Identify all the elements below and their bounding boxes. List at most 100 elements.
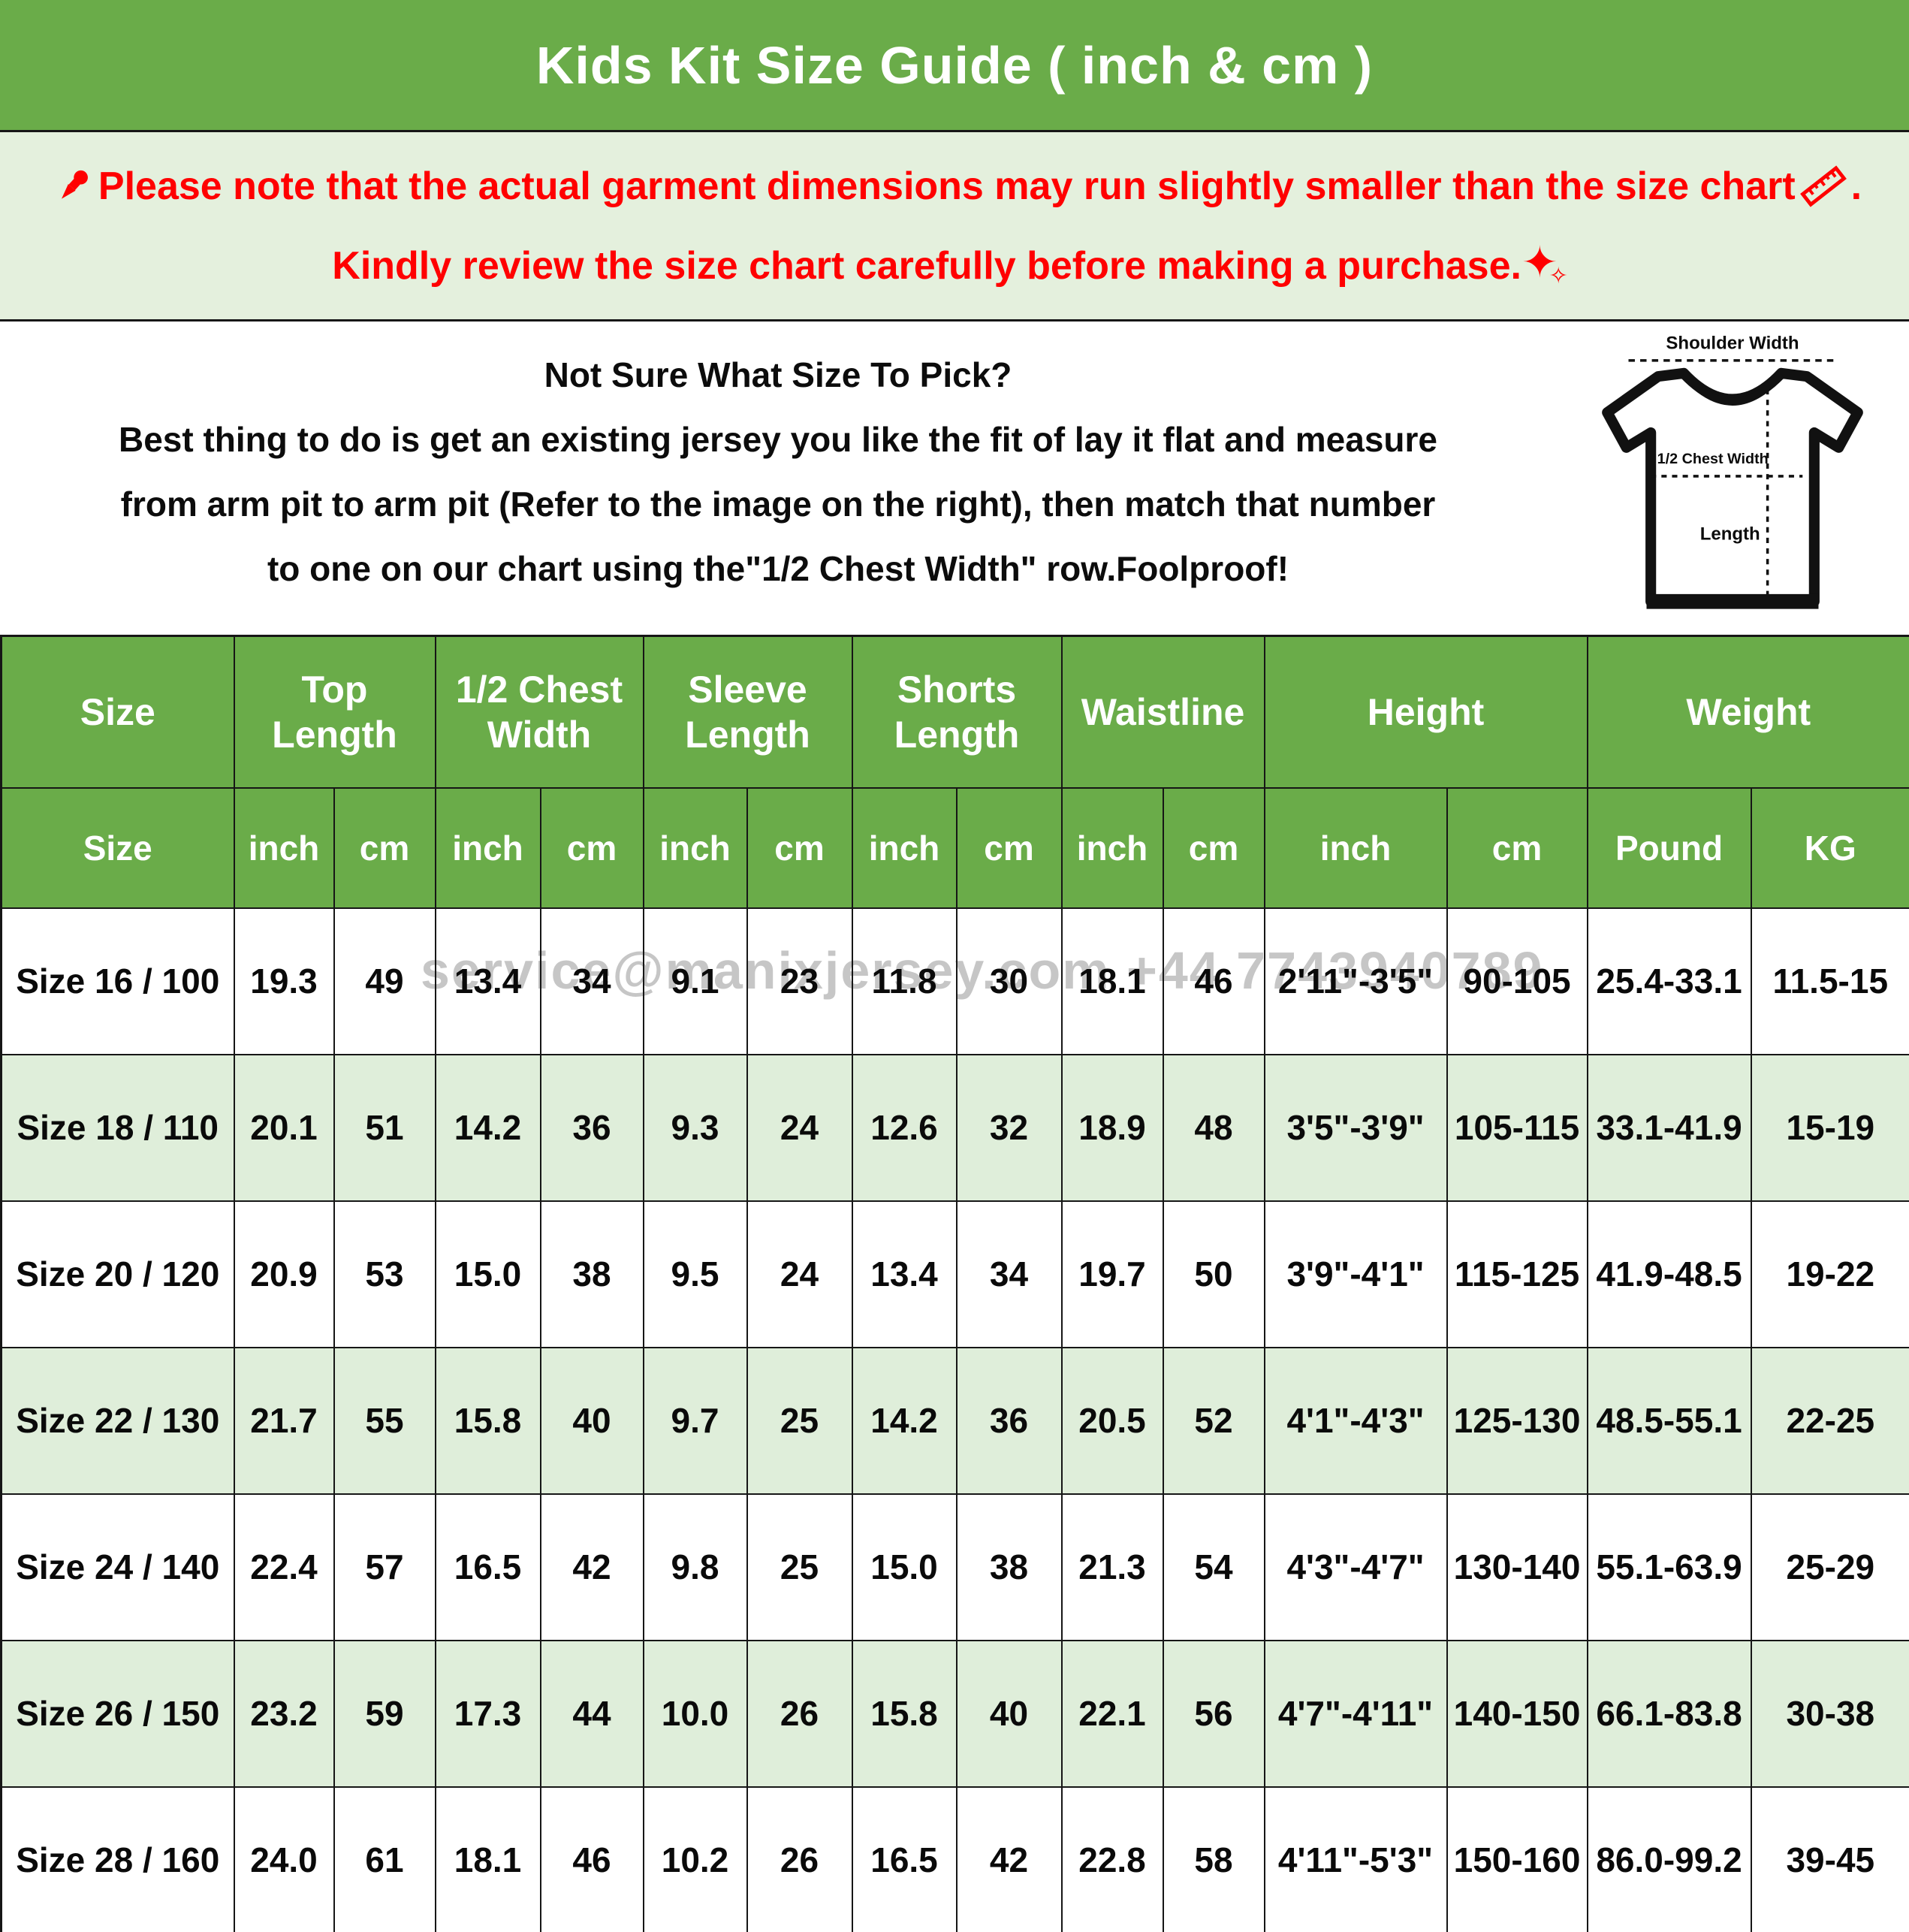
value-cell: 25.4-33.1 — [1586, 907, 1752, 1055]
notice-banner: Please note that the actual garment dime… — [0, 132, 1909, 321]
column-group-size: Size — [0, 635, 235, 789]
value-cell: 38 — [955, 1493, 1063, 1641]
value-cell: 15.8 — [851, 1639, 958, 1788]
value-cell: 150-160 — [1446, 1786, 1588, 1932]
value-cell: 26 — [746, 1639, 853, 1788]
column-group-height: Height — [1263, 635, 1588, 789]
value-cell: 140-150 — [1446, 1639, 1588, 1788]
size-chart-body: Size 16 / 100 19.3 49 13.4 34 9.1 23 11.8 30 18.1… — [0, 907, 1909, 1932]
unit-header-size: Size — [0, 786, 235, 909]
value-cell: 44 — [539, 1639, 644, 1788]
value-cell: 57 — [333, 1493, 436, 1641]
notice-text-1: Please note that the actual garment dime… — [98, 164, 1796, 208]
size-cell: Size 24 / 140 — [0, 1493, 235, 1641]
value-cell: 3'5"-3'9" — [1263, 1053, 1448, 1202]
value-cell: 20.1 — [233, 1053, 335, 1202]
unit-header-kg: KG — [1750, 786, 1909, 909]
value-cell: 105-115 — [1446, 1053, 1588, 1202]
value-cell: 9.3 — [642, 1053, 748, 1202]
value-cell: 59 — [333, 1639, 436, 1788]
value-cell: 9.5 — [642, 1200, 748, 1348]
value-cell: 4'7"-4'11" — [1263, 1639, 1448, 1788]
notice-line-2: Kindly review the size chart carefully b… — [332, 228, 1576, 303]
value-cell: 22.8 — [1060, 1786, 1164, 1932]
unit-header-inch: inch — [851, 786, 958, 909]
value-cell: 125-130 — [1446, 1346, 1588, 1495]
sparkles-icon: ✦ — [1521, 237, 1558, 287]
column-group-weight: Weight — [1586, 635, 1909, 789]
value-cell: 22-25 — [1750, 1346, 1909, 1495]
value-cell: 56 — [1162, 1639, 1265, 1788]
value-cell: 13.4 — [851, 1200, 958, 1348]
value-cell: 12.6 — [851, 1053, 958, 1202]
value-cell: 58 — [1162, 1786, 1265, 1932]
value-cell: 53 — [333, 1200, 436, 1348]
help-line-2: Best thing to do is get an existing jers… — [118, 420, 1438, 459]
value-cell: 23.2 — [233, 1639, 335, 1788]
sizing-help-section: Not Sure What Size To Pick? Best thing t… — [0, 321, 1909, 635]
sparkles-small-icon: ✧ — [1549, 263, 1568, 288]
value-cell: 24 — [746, 1200, 853, 1348]
value-cell: 48 — [1162, 1053, 1265, 1202]
value-cell: 30 — [955, 907, 1063, 1055]
value-cell: 42 — [955, 1786, 1063, 1932]
value-cell: 51 — [333, 1053, 436, 1202]
value-cell: 15.8 — [434, 1346, 541, 1495]
half-chest-width-label: 1/2 Chest Width — [1657, 451, 1769, 467]
unit-header-inch: inch — [1060, 786, 1164, 909]
size-cell: Size 18 / 110 — [0, 1053, 235, 1202]
column-group-waistline: Waistline — [1060, 635, 1265, 789]
value-cell: 25 — [746, 1493, 853, 1641]
ruler-icon — [1799, 163, 1847, 210]
value-cell: 16.5 — [434, 1493, 541, 1641]
value-cell: 19-22 — [1750, 1200, 1909, 1348]
unit-header-cm: cm — [539, 786, 644, 909]
table-row: Size 18 / 110 20.1 51 14.2 36 9.3 24 12.6 32 18.9… — [0, 1053, 1909, 1202]
value-cell: 20.5 — [1060, 1346, 1164, 1495]
unit-header-row: Size inch cm inch cm inch cm inch cm inch cm inch cm… — [0, 786, 1909, 909]
value-cell: 61 — [333, 1786, 436, 1932]
value-cell: 90-105 — [1446, 907, 1588, 1055]
value-cell: 48.5-55.1 — [1586, 1346, 1752, 1495]
value-cell: 33.1-41.9 — [1586, 1053, 1752, 1202]
help-line-3: from arm pit to arm pit (Refer to the im… — [120, 485, 1436, 524]
value-cell: 23 — [746, 907, 853, 1055]
column-group-row: Size Top Length 1/2 Chest Width Sleeve Leng… — [0, 635, 1909, 789]
value-cell: 22.4 — [233, 1493, 335, 1641]
value-cell: 40 — [955, 1639, 1063, 1788]
size-chart-table: Size Top Length 1/2 Chest Width Sleeve Leng… — [0, 635, 1909, 1932]
value-cell: 18.9 — [1060, 1053, 1164, 1202]
column-group-1-2-chest-width: 1/2 Chest Width — [434, 635, 644, 789]
value-cell: 24 — [746, 1053, 853, 1202]
value-cell: 50 — [1162, 1200, 1265, 1348]
tshirt-measurement-diagram: Shoulder Width 1/2 Chest Width Length — [1556, 321, 1909, 635]
sizing-help-text: Not Sure What Size To Pick? Best thing t… — [0, 321, 1556, 635]
value-cell: 52 — [1162, 1346, 1265, 1495]
table-row: Size 16 / 100 19.3 49 13.4 34 9.1 23 11.8 30 18.1… — [0, 907, 1909, 1055]
value-cell: 36 — [539, 1053, 644, 1202]
value-cell: 3'9"-4'1" — [1263, 1200, 1448, 1348]
value-cell: 40 — [539, 1346, 644, 1495]
value-cell: 15-19 — [1750, 1053, 1909, 1202]
value-cell: 26 — [746, 1786, 853, 1932]
unit-header-cm: cm — [746, 786, 853, 909]
value-cell: 11.8 — [851, 907, 958, 1055]
value-cell: 41.9-48.5 — [1586, 1200, 1752, 1348]
value-cell: 46 — [1162, 907, 1265, 1055]
value-cell: 54 — [1162, 1493, 1265, 1641]
notice-line-1: Please note that the actual garment dime… — [47, 149, 1862, 224]
unit-header-inch: inch — [434, 786, 541, 909]
table-row: Size 22 / 130 21.7 55 15.8 40 9.7 25 14.2 36 20.5… — [0, 1346, 1909, 1495]
unit-header-inch: inch — [642, 786, 748, 909]
value-cell: 16.5 — [851, 1786, 958, 1932]
help-line-4: to one on our chart using the"1/2 Chest … — [267, 549, 1289, 588]
size-cell: Size 16 / 100 — [0, 907, 235, 1055]
unit-header-cm: cm — [1162, 786, 1265, 909]
size-chart-header: Size Top Length 1/2 Chest Width Sleeve Leng… — [0, 635, 1909, 909]
value-cell: 38 — [539, 1200, 644, 1348]
value-cell: 34 — [539, 907, 644, 1055]
value-cell: 17.3 — [434, 1639, 541, 1788]
value-cell: 2'11"-3'5" — [1263, 907, 1448, 1055]
unit-header-cm: cm — [955, 786, 1063, 909]
